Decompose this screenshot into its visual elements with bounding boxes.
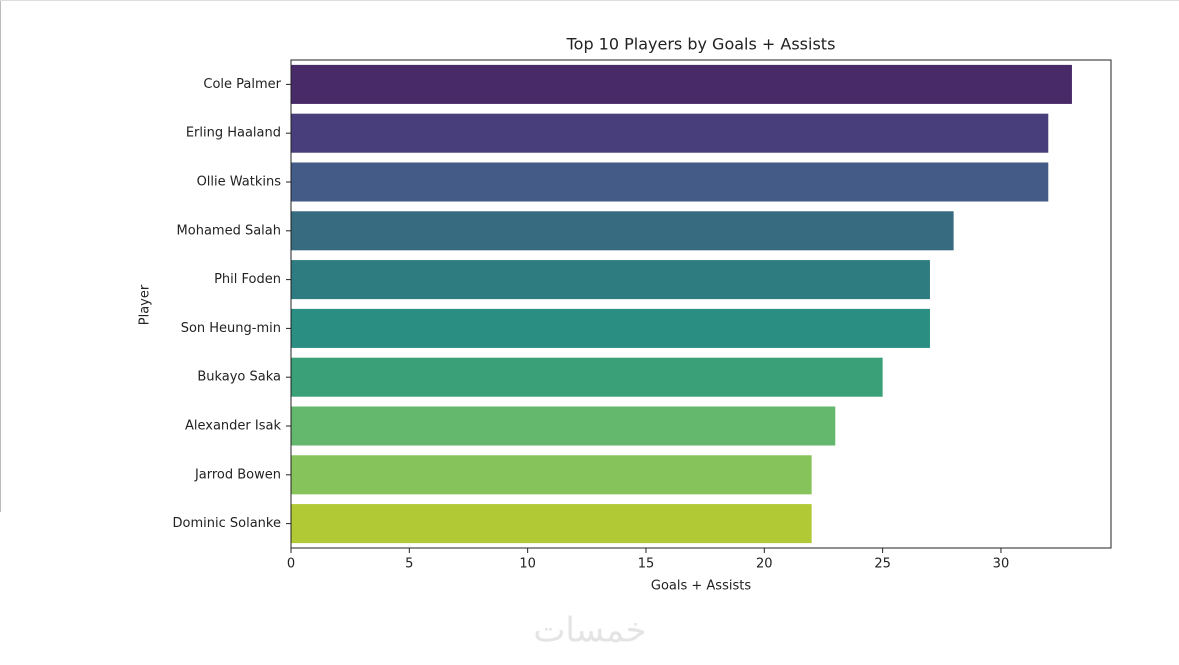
- y-tick-label: Mohamed Salah: [177, 223, 281, 238]
- x-tick-label: 10: [519, 557, 536, 572]
- bar: [291, 211, 954, 251]
- y-tick-label: Erling Haaland: [186, 126, 281, 141]
- y-tick-label: Dominic Solanke: [173, 516, 281, 531]
- x-tick-label: 15: [638, 557, 655, 572]
- bar: [291, 260, 930, 300]
- y-tick-label: Son Heung-min: [181, 321, 281, 336]
- x-tick-label: 0: [287, 557, 295, 572]
- y-tick-label: Bukayo Saka: [197, 370, 281, 385]
- plot-frame: [290, 59, 1112, 549]
- bar: [291, 357, 883, 397]
- x-tick-label: 5: [405, 557, 413, 572]
- y-tick-label: Jarrod Bowen: [194, 467, 281, 482]
- x-tick-label: 20: [756, 557, 773, 572]
- y-axis-label: Player: [138, 284, 153, 325]
- bar: [291, 64, 1072, 104]
- watermark: خمسات: [533, 611, 646, 651]
- x-tick-label: 30: [993, 557, 1010, 572]
- y-tick-label: Ollie Watkins: [197, 175, 282, 190]
- y-tick-label: Alexander Isak: [185, 419, 281, 434]
- bar: [291, 308, 930, 348]
- bar: [291, 406, 836, 446]
- bar: [291, 162, 1049, 202]
- bar: [291, 455, 812, 495]
- y-tick-label: Phil Foden: [214, 272, 281, 287]
- y-tick-label: Cole Palmer: [203, 77, 281, 92]
- x-tick-label: 25: [874, 557, 891, 572]
- bar: [291, 504, 812, 544]
- x-axis-label: Goals + Assists: [651, 579, 751, 594]
- bar: [291, 113, 1049, 153]
- chart-title: Top 10 Players by Goals + Assists: [566, 35, 836, 54]
